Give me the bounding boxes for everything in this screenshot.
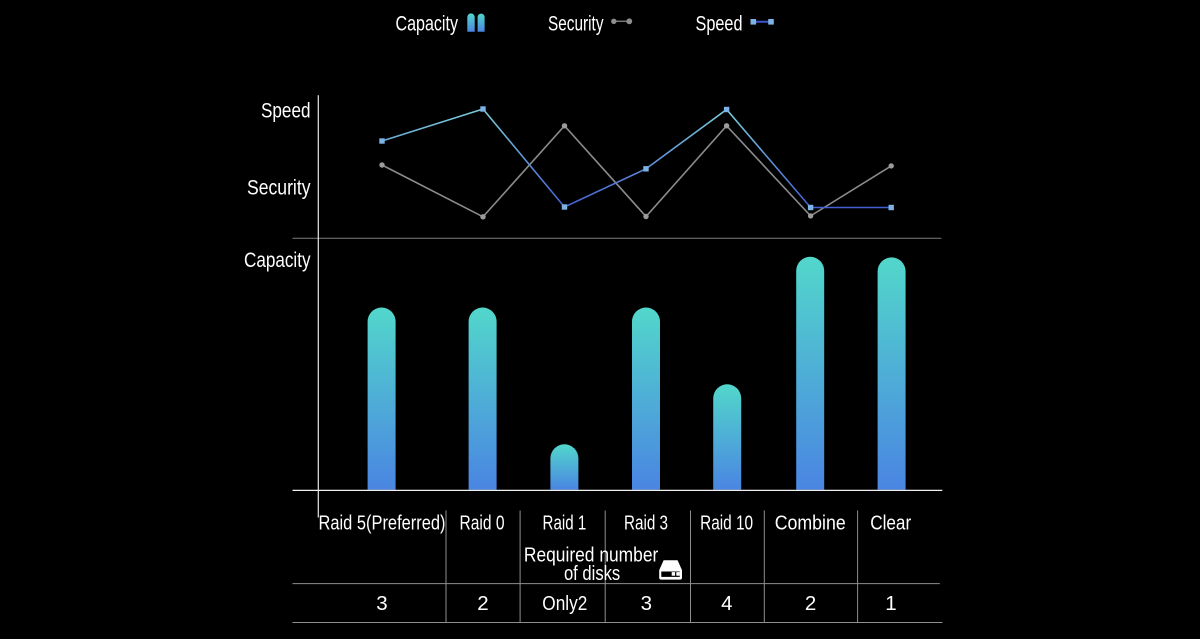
svg-text:Combine: Combine xyxy=(775,513,846,535)
svg-text:of disks: of disks xyxy=(564,563,620,585)
svg-text:3: 3 xyxy=(641,592,652,615)
svg-text:1: 1 xyxy=(885,592,896,615)
svg-text:Speed: Speed xyxy=(696,13,743,36)
svg-text:2: 2 xyxy=(805,592,816,615)
svg-text:3: 3 xyxy=(376,592,387,615)
svg-text:Speed: Speed xyxy=(261,100,311,123)
svg-text:Only2: Only2 xyxy=(542,592,587,615)
svg-text:Raid 1: Raid 1 xyxy=(543,513,587,535)
svg-text:Security: Security xyxy=(247,177,311,200)
svg-text:Capacity: Capacity xyxy=(396,13,459,36)
svg-text:4: 4 xyxy=(721,592,732,615)
svg-text:Raid 0: Raid 0 xyxy=(460,513,505,535)
svg-text:Raid 3: Raid 3 xyxy=(624,513,668,535)
svg-text:2: 2 xyxy=(477,592,488,615)
svg-text:Clear: Clear xyxy=(870,513,911,535)
svg-text:Capacity: Capacity xyxy=(244,249,311,272)
svg-text:Raid 10: Raid 10 xyxy=(700,513,753,535)
svg-text:Raid 5(Preferred): Raid 5(Preferred) xyxy=(319,513,446,535)
svg-text:Required number: Required number xyxy=(524,545,659,567)
svg-text:Security: Security xyxy=(548,13,604,36)
